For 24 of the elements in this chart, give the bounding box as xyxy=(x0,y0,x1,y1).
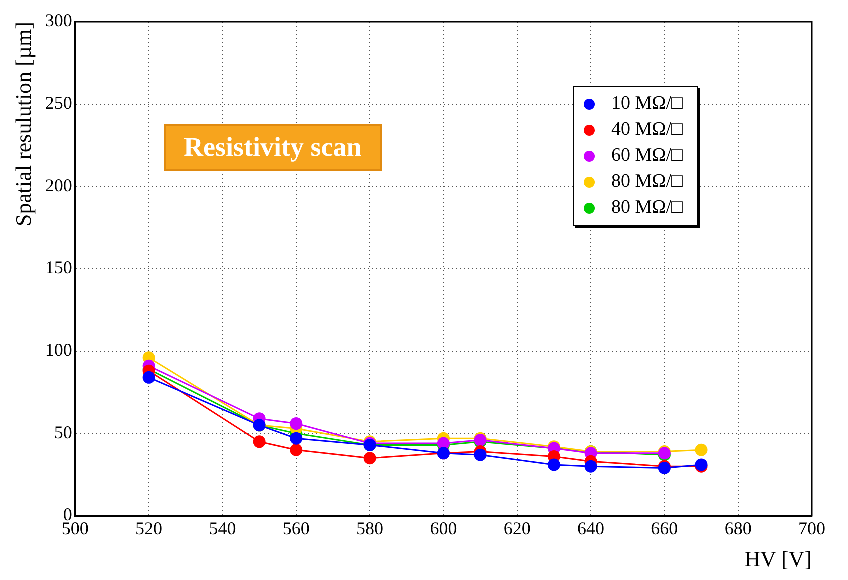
y-tick-label: 250 xyxy=(45,93,72,114)
x-tick-label: 520 xyxy=(136,518,163,539)
y-tick-label: 100 xyxy=(45,340,72,360)
x-tick-label: 680 xyxy=(724,518,752,539)
annotation: Resistivity scan xyxy=(164,124,382,171)
y-tick-label: 300 xyxy=(45,10,72,31)
legend-label: 60 MΩ/□ xyxy=(611,144,683,168)
y-tick-label: 150 xyxy=(45,258,72,278)
x-tick-label: 620 xyxy=(504,518,531,539)
x-tick-label: 580 xyxy=(356,518,384,539)
x-tick-label: 640 xyxy=(578,518,605,539)
y-tick-label: 50 xyxy=(54,422,72,442)
x-tick-label: 560 xyxy=(282,518,310,539)
x-tick-label: 660 xyxy=(651,518,678,539)
x-axis-title: HV [V] xyxy=(744,546,812,572)
legend-label: 80 MΩ/□ xyxy=(611,170,683,194)
legend-label: 80 MΩ/□ xyxy=(611,196,683,220)
y-axis-title: Spatial resulution [µm] xyxy=(10,22,36,227)
legend-label: 40 MΩ/□ xyxy=(611,118,683,142)
x-tick-label: 540 xyxy=(209,518,236,539)
y-tick-label: 200 xyxy=(45,175,72,196)
x-tick-label: 600 xyxy=(430,518,458,539)
legend-label: 10 MΩ/□ xyxy=(611,92,683,116)
x-tick-label: 700 xyxy=(798,518,826,539)
